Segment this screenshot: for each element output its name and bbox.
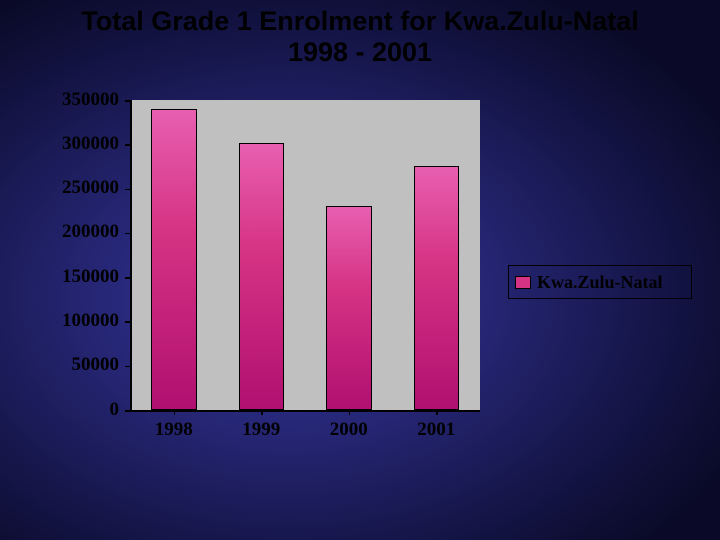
slide-title: Total Grade 1 Enrolment for Kwa.Zulu-Nat… [0, 6, 720, 68]
y-axis-label: 250000 [0, 177, 119, 199]
y-tick [125, 144, 130, 146]
y-tick [125, 100, 130, 102]
y-axis-label: 300000 [0, 133, 119, 155]
y-tick [125, 321, 130, 323]
y-axis-label: 150000 [0, 266, 119, 288]
x-tick [349, 410, 351, 415]
x-axis-label: 2000 [305, 419, 393, 441]
x-tick [261, 410, 263, 415]
y-tick [125, 233, 130, 235]
x-axis-line [130, 410, 480, 412]
chart-bar [414, 166, 460, 410]
y-axis-label: 50000 [0, 354, 119, 376]
slide: Total Grade 1 Enrolment for Kwa.Zulu-Nat… [0, 0, 720, 540]
legend-swatch [515, 276, 531, 289]
y-tick [125, 410, 130, 412]
y-axis-label: 100000 [0, 310, 119, 332]
y-axis-label: 350000 [0, 89, 119, 111]
chart-bar [151, 109, 197, 410]
y-tick [125, 189, 130, 191]
y-axis-line [130, 100, 132, 410]
y-tick [125, 366, 130, 368]
title-line-1: Total Grade 1 Enrolment for Kwa.Zulu-Nat… [0, 6, 720, 37]
chart-bar [326, 206, 372, 410]
legend-label: Kwa.Zulu-Natal [537, 272, 663, 293]
x-tick [436, 410, 438, 415]
title-line-2: 1998 - 2001 [0, 37, 720, 68]
chart-legend: Kwa.Zulu-Natal [508, 265, 692, 299]
y-axis-label: 0 [0, 399, 119, 421]
x-axis-label: 2001 [393, 419, 481, 441]
x-axis-label: 1998 [130, 419, 218, 441]
x-tick [174, 410, 176, 415]
x-axis-label: 1999 [218, 419, 306, 441]
chart-bar [239, 143, 285, 410]
y-axis-label: 200000 [0, 221, 119, 243]
y-tick [125, 277, 130, 279]
